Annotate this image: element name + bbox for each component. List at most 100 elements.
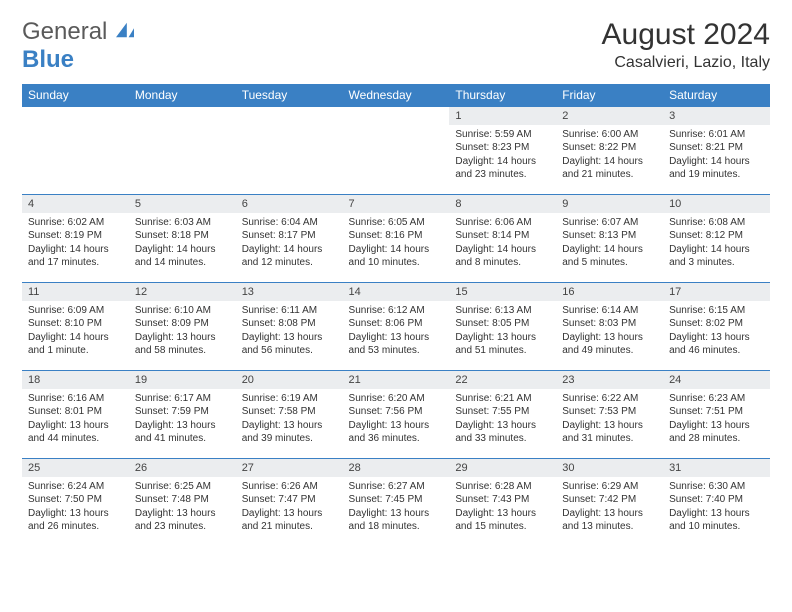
day-details: Sunrise: 6:05 AMSunset: 8:16 PMDaylight:… xyxy=(343,213,450,283)
day-detail-line: Sunrise: 6:16 AM xyxy=(28,392,123,406)
day-number: 18 xyxy=(22,371,129,389)
calendar-body: 123Sunrise: 5:59 AMSunset: 8:23 PMDaylig… xyxy=(22,107,770,547)
day-number: 13 xyxy=(236,283,343,301)
day-details: Sunrise: 6:20 AMSunset: 7:56 PMDaylight:… xyxy=(343,389,450,459)
day-detail-line: Sunrise: 6:00 AM xyxy=(562,128,657,142)
day-detail-line: Sunrise: 6:19 AM xyxy=(242,392,337,406)
day-detail-line: Daylight: 14 hours xyxy=(455,243,550,257)
week-2-details-row: Sunrise: 6:09 AMSunset: 8:10 PMDaylight:… xyxy=(22,301,770,371)
day-details: Sunrise: 6:06 AMSunset: 8:14 PMDaylight:… xyxy=(449,213,556,283)
day-number: 20 xyxy=(236,371,343,389)
day-number: 8 xyxy=(449,195,556,213)
day-number: 4 xyxy=(22,195,129,213)
day-number: 16 xyxy=(556,283,663,301)
day-detail-line: Sunrise: 6:20 AM xyxy=(349,392,444,406)
day-details: Sunrise: 6:23 AMSunset: 7:51 PMDaylight:… xyxy=(663,389,770,459)
day-details: Sunrise: 6:30 AMSunset: 7:40 PMDaylight:… xyxy=(663,477,770,547)
day-detail-line: Daylight: 13 hours xyxy=(135,331,230,345)
day-number: 23 xyxy=(556,371,663,389)
day-detail-line: Sunrise: 6:08 AM xyxy=(669,216,764,230)
day-detail-line: Daylight: 14 hours xyxy=(669,243,764,257)
day-detail-line: Daylight: 14 hours xyxy=(562,155,657,169)
day-number: 28 xyxy=(343,459,450,477)
week-2-daynum-row: 11121314151617 xyxy=(22,283,770,301)
day-details: Sunrise: 6:14 AMSunset: 8:03 PMDaylight:… xyxy=(556,301,663,371)
day-detail-line: Daylight: 13 hours xyxy=(135,419,230,433)
day-detail-line: and 28 minutes. xyxy=(669,432,764,446)
day-number: 11 xyxy=(22,283,129,301)
day-details: Sunrise: 5:59 AMSunset: 8:23 PMDaylight:… xyxy=(449,125,556,195)
day-detail-line: Sunrise: 6:14 AM xyxy=(562,304,657,318)
day-detail-line: and 23 minutes. xyxy=(455,168,550,182)
day-detail-line: and 15 minutes. xyxy=(455,520,550,534)
day-number: 30 xyxy=(556,459,663,477)
day-detail-line: Daylight: 13 hours xyxy=(669,507,764,521)
day-detail-line: Sunset: 8:10 PM xyxy=(28,317,123,331)
day-detail-line: Daylight: 13 hours xyxy=(28,507,123,521)
day-detail-line: Sunset: 7:51 PM xyxy=(669,405,764,419)
day-detail-line: and 10 minutes. xyxy=(349,256,444,270)
day-header-wednesday: Wednesday xyxy=(343,84,450,107)
day-detail-line: Sunrise: 6:17 AM xyxy=(135,392,230,406)
day-detail-line: Sunset: 7:43 PM xyxy=(455,493,550,507)
day-detail-line: Sunset: 8:05 PM xyxy=(455,317,550,331)
day-detail-line: Daylight: 13 hours xyxy=(28,419,123,433)
day-detail-line: and 26 minutes. xyxy=(28,520,123,534)
day-detail-line: Sunset: 7:48 PM xyxy=(135,493,230,507)
day-number: 26 xyxy=(129,459,236,477)
day-number: 9 xyxy=(556,195,663,213)
day-details: Sunrise: 6:11 AMSunset: 8:08 PMDaylight:… xyxy=(236,301,343,371)
day-detail-line: and 46 minutes. xyxy=(669,344,764,358)
day-detail-line: Sunrise: 6:15 AM xyxy=(669,304,764,318)
day-detail-line: Sunset: 8:01 PM xyxy=(28,405,123,419)
day-detail-line: Sunset: 8:19 PM xyxy=(28,229,123,243)
day-number: 17 xyxy=(663,283,770,301)
day-detail-line: Daylight: 14 hours xyxy=(669,155,764,169)
day-detail-line: Sunset: 8:16 PM xyxy=(349,229,444,243)
day-detail-line: Sunset: 8:13 PM xyxy=(562,229,657,243)
day-details: Sunrise: 6:08 AMSunset: 8:12 PMDaylight:… xyxy=(663,213,770,283)
day-detail-line: Daylight: 13 hours xyxy=(455,507,550,521)
day-number: 1 xyxy=(449,107,556,125)
day-detail-line: Sunset: 7:53 PM xyxy=(562,405,657,419)
logo-text-general: General xyxy=(22,18,107,45)
day-header-tuesday: Tuesday xyxy=(236,84,343,107)
week-3-daynum-row: 18192021222324 xyxy=(22,371,770,389)
day-detail-line: Sunrise: 6:01 AM xyxy=(669,128,764,142)
day-detail-line: and 51 minutes. xyxy=(455,344,550,358)
day-header-saturday: Saturday xyxy=(663,84,770,107)
day-header-row: Sunday Monday Tuesday Wednesday Thursday… xyxy=(22,84,770,107)
day-detail-line: Sunrise: 6:04 AM xyxy=(242,216,337,230)
day-details: Sunrise: 6:03 AMSunset: 8:18 PMDaylight:… xyxy=(129,213,236,283)
day-details xyxy=(129,125,236,195)
day-detail-line: Sunrise: 6:10 AM xyxy=(135,304,230,318)
day-detail-line: Sunrise: 6:02 AM xyxy=(28,216,123,230)
day-number: 7 xyxy=(343,195,450,213)
day-detail-line: Daylight: 13 hours xyxy=(562,331,657,345)
day-detail-line: Daylight: 14 hours xyxy=(562,243,657,257)
day-detail-line: and 12 minutes. xyxy=(242,256,337,270)
day-details: Sunrise: 6:27 AMSunset: 7:45 PMDaylight:… xyxy=(343,477,450,547)
day-detail-line: and 21 minutes. xyxy=(242,520,337,534)
location-label: Casalvieri, Lazio, Italy xyxy=(602,54,770,72)
day-detail-line: and 49 minutes. xyxy=(562,344,657,358)
logo-text-blue: Blue xyxy=(22,46,74,73)
day-detail-line: and 3 minutes. xyxy=(669,256,764,270)
day-detail-line: Sunrise: 6:22 AM xyxy=(562,392,657,406)
day-details: Sunrise: 6:13 AMSunset: 8:05 PMDaylight:… xyxy=(449,301,556,371)
day-header-monday: Monday xyxy=(129,84,236,107)
day-detail-line: Sunset: 8:08 PM xyxy=(242,317,337,331)
day-detail-line: Daylight: 13 hours xyxy=(669,331,764,345)
day-detail-line: and 23 minutes. xyxy=(135,520,230,534)
week-0-daynum-row: 123 xyxy=(22,107,770,125)
day-detail-line: Sunrise: 6:05 AM xyxy=(349,216,444,230)
day-detail-line: Daylight: 13 hours xyxy=(455,331,550,345)
day-detail-line: and 53 minutes. xyxy=(349,344,444,358)
day-detail-line: and 14 minutes. xyxy=(135,256,230,270)
day-detail-line: Sunrise: 6:28 AM xyxy=(455,480,550,494)
day-detail-line: and 39 minutes. xyxy=(242,432,337,446)
day-detail-line: Daylight: 14 hours xyxy=(242,243,337,257)
day-detail-line: and 41 minutes. xyxy=(135,432,230,446)
day-detail-line: and 18 minutes. xyxy=(349,520,444,534)
day-number: 29 xyxy=(449,459,556,477)
